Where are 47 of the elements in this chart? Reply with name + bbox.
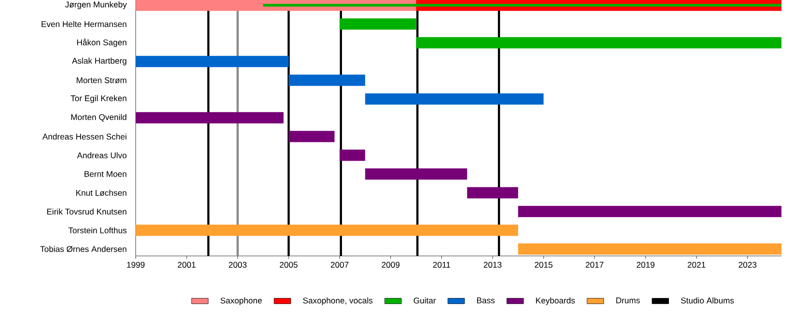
x-tick-label: 2009 xyxy=(382,262,400,268)
bar xyxy=(340,18,416,30)
x-tick-label: 2001 xyxy=(178,262,196,268)
x-tick-label: 1999 xyxy=(127,262,145,268)
bar xyxy=(365,168,468,180)
y-tick-label: Jørgen Munkeby xyxy=(65,2,127,10)
y-tick-label: Aslak Hartberg xyxy=(72,58,126,66)
y-tick-label: Andreas Hessen Schei xyxy=(42,134,126,140)
x-tick-label: 2019 xyxy=(636,262,654,268)
y-tick-label: Bernt Moen xyxy=(84,171,126,178)
y-tick-label: Torstein Lofthus xyxy=(68,227,127,234)
y-tick-label: Andreas Ulvo xyxy=(77,152,127,158)
x-tick-label: 2003 xyxy=(228,262,247,268)
y-tick-label: Morten Strøm xyxy=(76,77,126,84)
y-tick-label: Tor Egil Kreken xyxy=(70,95,126,104)
bar xyxy=(288,131,335,142)
bar xyxy=(467,187,518,199)
legend-label: Keyboards xyxy=(536,298,575,306)
legend-label: Guitar xyxy=(414,298,436,304)
y-tick-label: Morten Qvenild xyxy=(71,114,126,122)
bar xyxy=(136,112,284,124)
bar xyxy=(136,224,518,236)
legend-label: Studio Albums xyxy=(681,298,734,304)
bar xyxy=(288,74,366,86)
x-tick-label: 2015 xyxy=(534,262,552,268)
y-tick-label: Eirik Tovsrud Knutsen xyxy=(47,208,126,215)
legend-label: Saxophone xyxy=(220,298,262,306)
x-tick-label: 2011 xyxy=(433,262,450,268)
legend-label: Bass xyxy=(477,298,495,304)
y-tick-label: Even Helte Hermansen xyxy=(42,21,126,28)
bar xyxy=(136,56,289,68)
x-tick-label: 2007 xyxy=(330,262,348,268)
x-tick-label: 2005 xyxy=(280,262,298,268)
bar xyxy=(365,94,544,105)
legend-label: Saxophone, vocals xyxy=(303,298,373,306)
x-tick-label: 2013 xyxy=(484,262,502,268)
x-tick-label: 2023 xyxy=(738,262,756,268)
legend-label: Drums xyxy=(616,298,640,304)
y-tick-label: Tobias Ørnes Andersen xyxy=(40,246,126,252)
bar xyxy=(340,150,366,162)
bar xyxy=(518,206,782,218)
y-tick-label: Knut Løchsen xyxy=(76,190,126,196)
bar xyxy=(416,37,782,49)
bar xyxy=(518,244,782,255)
x-tick-label: 2017 xyxy=(586,262,604,268)
y-tick-label: Håkon Sagen xyxy=(77,38,126,48)
x-tick-label: 2021 xyxy=(688,262,706,268)
